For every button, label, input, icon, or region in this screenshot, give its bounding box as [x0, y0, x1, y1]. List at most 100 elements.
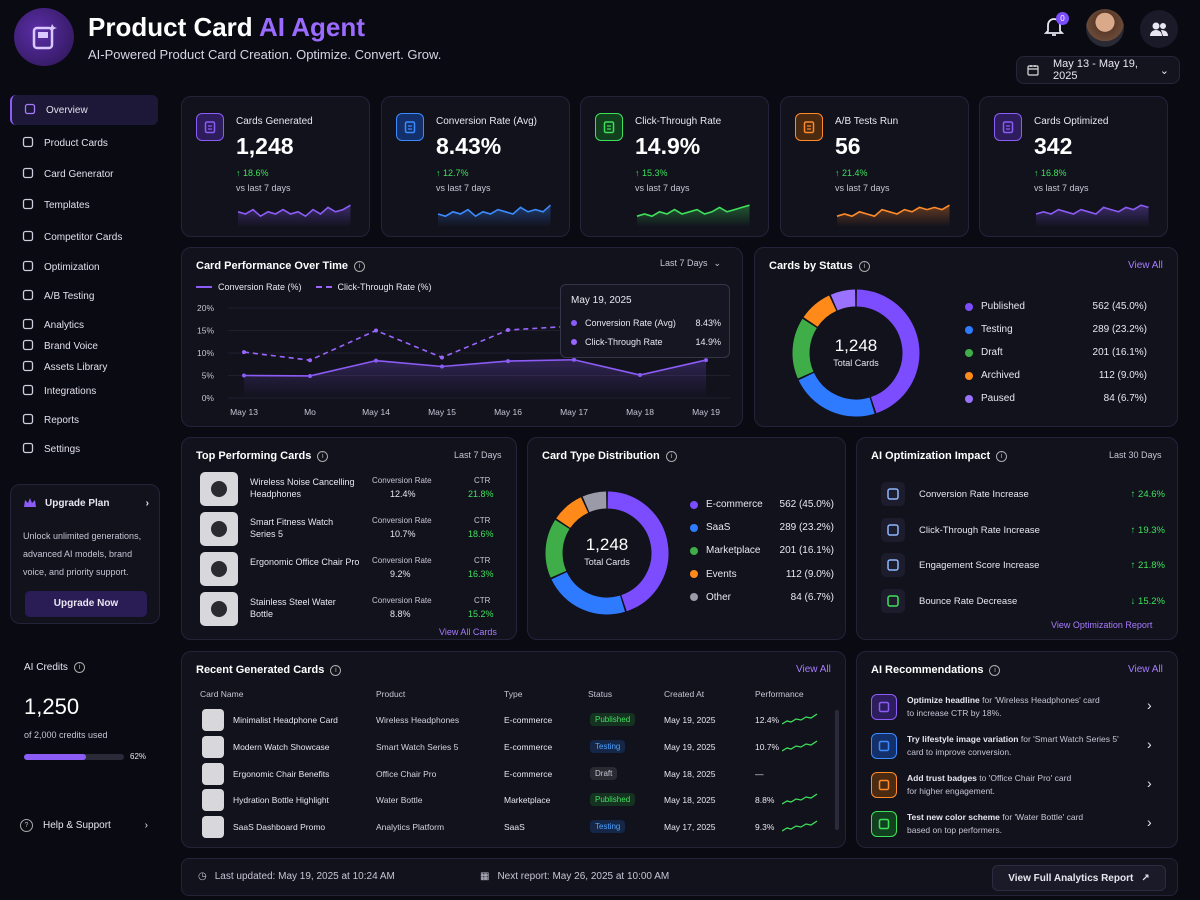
tooltip-row-ctr: Click-Through Rate 14.9%: [571, 337, 721, 347]
sidebar-item-assets-library[interactable]: Assets Library: [10, 352, 158, 382]
info-icon[interactable]: i: [665, 450, 677, 462]
kpi-value: 56: [835, 133, 861, 159]
recommendation-text[interactable]: Optimize headline for 'Wireless Headphon…: [907, 695, 1147, 705]
sidebar-item-optimization[interactable]: Optimization: [10, 252, 158, 282]
view-all-cards-link[interactable]: View All Cards: [439, 627, 497, 637]
info-icon[interactable]: i: [73, 662, 85, 673]
data-point[interactable]: [308, 373, 312, 378]
table-cell-type: Marketplace: [504, 795, 551, 806]
sidebar-item-integrations[interactable]: Integrations: [10, 376, 158, 406]
sidebar-item-card-generator[interactable]: Card Generator: [10, 159, 158, 189]
upgrade-now-button[interactable]: Upgrade Now: [25, 591, 147, 617]
top-card-name[interactable]: Ergonomic Office Chair Pro: [250, 557, 360, 567]
table-cell-name[interactable]: Modern Watch Showcase: [233, 741, 330, 752]
data-point[interactable]: [242, 373, 246, 378]
donut-slice-marketplace[interactable]: [545, 519, 570, 578]
table-header-status[interactable]: Status: [588, 689, 613, 699]
recommendation-action: Try lifestyle image variation: [907, 734, 1019, 744]
type-distribution-title: Card Type Distribution i: [542, 450, 677, 462]
team-icon[interactable]: [1140, 10, 1178, 48]
kpi-sparkline: [836, 204, 950, 227]
donut-slice-paused[interactable]: [830, 289, 856, 311]
sidebar-item-settings[interactable]: Settings: [10, 434, 158, 464]
calendar-icon: ▦: [480, 871, 490, 882]
donut-slice-published[interactable]: [856, 289, 920, 414]
info-icon[interactable]: i: [317, 450, 329, 462]
status-view-all-link[interactable]: View All: [1128, 260, 1163, 271]
data-point[interactable]: [506, 328, 510, 333]
top-card-name[interactable]: Smart Fitness Watch Series 5: [250, 517, 334, 539]
upgrade-plan-text: Unlock unlimited generations, advanced A…: [23, 531, 142, 577]
info-icon[interactable]: i: [858, 260, 870, 272]
data-point[interactable]: [572, 357, 576, 362]
donut-slice-archived[interactable]: [803, 295, 837, 328]
donut-slice-draft[interactable]: [792, 318, 818, 379]
legend-label: SaaS: [706, 522, 731, 534]
data-point[interactable]: [374, 328, 378, 333]
sidebar-item-a-b-testing[interactable]: A/B Testing: [10, 281, 158, 311]
top-card-name[interactable]: Stainless Steel Water Bottle: [250, 597, 336, 619]
chevron-right-icon[interactable]: ›: [1147, 697, 1152, 713]
data-point[interactable]: [440, 364, 444, 369]
table-cell-name[interactable]: Ergonomic Chair Benefits: [233, 768, 330, 779]
donut-slice-other[interactable]: [582, 491, 607, 513]
home-icon: [24, 103, 36, 118]
table-cell-name[interactable]: Minimalist Headphone Card: [233, 715, 338, 725]
view-full-report-button[interactable]: View Full Analytics Report ↗: [992, 865, 1166, 891]
sidebar-item-product-cards[interactable]: Product Cards: [10, 128, 158, 158]
performance-range-dropdown[interactable]: Last 7 Days ⌄: [660, 258, 721, 269]
donut-slice-saas[interactable]: [551, 571, 626, 615]
recommendation-text[interactable]: Add trust badges to 'Office Chair Pro' c…: [907, 773, 1147, 783]
table-cell-name[interactable]: Hydration Bottle Highlight: [233, 795, 329, 806]
ctr-label: CTR: [474, 476, 491, 485]
table-scrollbar[interactable]: [835, 710, 839, 830]
data-point[interactable]: [704, 358, 708, 363]
table-header-type[interactable]: Type: [504, 689, 523, 699]
sidebar-item-overview[interactable]: Overview: [10, 95, 158, 125]
donut-slice-e-commerce[interactable]: [607, 491, 669, 612]
ai-credits-title: AI Credits i: [24, 662, 85, 673]
date-range-picker[interactable]: May 13 - May 19, 2025 ⌄: [1016, 56, 1180, 84]
data-point[interactable]: [506, 359, 510, 364]
kpi-label: A/B Tests Run: [835, 116, 899, 127]
table-header-card-name[interactable]: Card Name: [200, 689, 244, 699]
recommendation-text[interactable]: Try lifestyle image variation for 'Smart…: [907, 734, 1147, 744]
data-point[interactable]: [638, 373, 642, 378]
info-icon[interactable]: i: [354, 260, 366, 272]
table-header-product[interactable]: Product: [376, 689, 406, 699]
recommendations-view-all-link[interactable]: View All: [1128, 664, 1163, 675]
help-support-link[interactable]: ? Help & Support ›: [10, 810, 160, 840]
top-card-name[interactable]: Wireless Noise Cancelling Headphones: [250, 477, 355, 499]
sidebar-item-reports[interactable]: Reports: [10, 405, 158, 435]
donut-slice-events[interactable]: [556, 497, 589, 529]
data-point[interactable]: [374, 358, 378, 363]
table-cell-name[interactable]: SaaS Dashboard Promo: [233, 822, 326, 833]
chevron-right-icon[interactable]: ›: [1147, 814, 1152, 830]
info-icon[interactable]: i: [330, 664, 342, 676]
table-cell-perf: 12.4%: [755, 715, 780, 725]
table-cell-perf: 9.3%: [755, 822, 775, 833]
recommendation-text[interactable]: Test new color scheme for 'Water Bottle'…: [907, 812, 1147, 822]
data-point[interactable]: [242, 350, 246, 355]
sidebar-item-competitor-cards[interactable]: Competitor Cards: [10, 222, 158, 252]
ab-test-icon: [22, 289, 34, 304]
sidebar-item-analytics[interactable]: Analytics: [10, 310, 158, 340]
sidebar-item-brand-voice[interactable]: Brand Voice: [10, 331, 158, 361]
chevron-right-icon[interactable]: ›: [1147, 736, 1152, 752]
upgrade-plan-header[interactable]: Upgrade Plan ›: [23, 497, 149, 509]
date-range-label: May 13 - May 19, 2025: [1053, 58, 1138, 82]
chevron-right-icon[interactable]: ›: [1147, 775, 1152, 791]
data-point[interactable]: [440, 355, 444, 360]
donut-slice-testing[interactable]: [798, 372, 875, 417]
type-total-value: 1,248: [585, 535, 629, 554]
view-optimization-report-link[interactable]: View Optimization Report: [1051, 620, 1153, 630]
x-tick-label: May 16: [494, 407, 522, 417]
user-avatar[interactable]: [1086, 9, 1124, 47]
table-header-performance[interactable]: Performance: [755, 689, 804, 699]
info-icon[interactable]: i: [996, 450, 1008, 462]
info-icon[interactable]: i: [989, 664, 1001, 676]
sidebar-item-templates[interactable]: Templates: [10, 190, 158, 220]
recent-view-all-link[interactable]: View All: [796, 664, 831, 675]
table-header-created-at[interactable]: Created At: [664, 689, 705, 699]
data-point[interactable]: [308, 358, 312, 363]
